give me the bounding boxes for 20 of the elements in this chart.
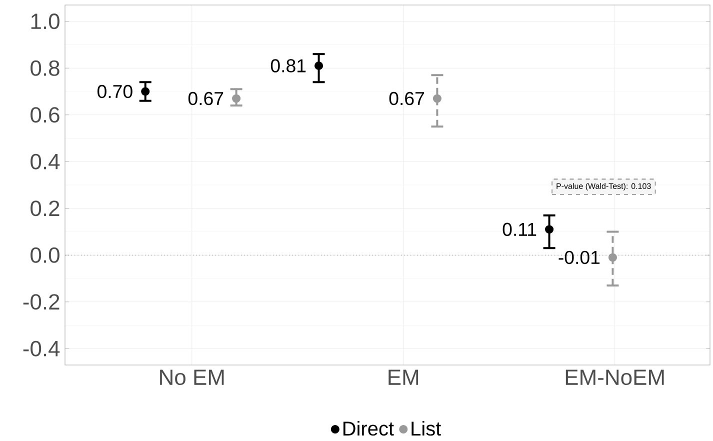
y-tick-label: 0.4 [30, 154, 60, 170]
x-tick-label: No EM [160, 370, 224, 386]
data-label: -0.01 [558, 250, 600, 264]
annotation: P-value (Wald-Test): 0.103 [556, 183, 651, 191]
data-label: 0.67 [389, 92, 424, 106]
legend-label: Direct [343, 420, 394, 436]
y-tick-label: 0.2 [30, 200, 60, 216]
y-tick-label: 1.0 [31, 14, 60, 30]
legend-label: List [412, 420, 442, 436]
y-tick-label: -0.2 [23, 294, 60, 310]
x-tick-label: EM-NoEM [566, 370, 664, 386]
data-label: 0.67 [188, 92, 224, 106]
data-label: 0.81 [270, 59, 306, 72]
y-tick-label: 0.6 [30, 107, 60, 123]
data-label: 0.11 [502, 222, 536, 236]
data-label: 0.70 [98, 84, 132, 98]
y-tick-label: -0.4 [23, 340, 60, 356]
y-tick-label: 0.8 [30, 60, 60, 76]
y-tick-label: 0.0 [30, 247, 60, 263]
x-tick-label: EM [388, 370, 418, 385]
